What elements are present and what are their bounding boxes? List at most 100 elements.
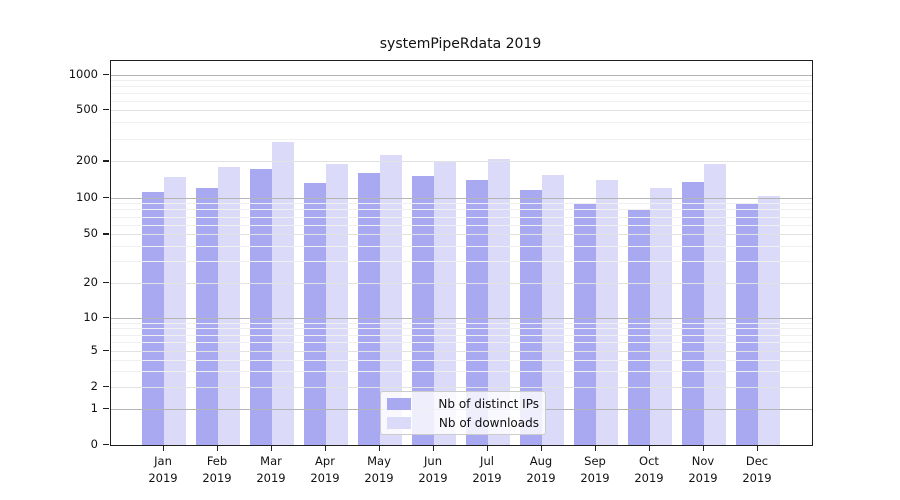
- grid-minor-line: [111, 246, 812, 248]
- grid-major-line: [111, 234, 812, 236]
- x-axis-tick: [163, 445, 165, 451]
- bar-aug-downloads: [542, 174, 564, 445]
- bar-sep-downloads: [596, 180, 618, 445]
- x-label-month: Apr: [315, 454, 335, 468]
- grid-minor-line: [111, 79, 812, 81]
- y-axis-tick: [103, 386, 109, 388]
- x-axis-tick-label: Aug 2019: [513, 453, 569, 486]
- y-axis-tick: [103, 73, 109, 75]
- x-axis-tick-label: Nov 2019: [675, 453, 731, 486]
- x-label-month: Dec: [745, 454, 769, 468]
- x-label-month: Aug: [529, 454, 553, 468]
- x-axis-tick: [217, 445, 219, 451]
- bar-oct-downloads: [650, 187, 672, 445]
- y-axis-tick-label: 500: [76, 102, 98, 116]
- grid-decade-line: [111, 74, 812, 76]
- x-label-year: 2019: [418, 470, 448, 485]
- x-label-year: 2019: [202, 470, 232, 485]
- x-axis-tick-label: Oct 2019: [621, 453, 677, 486]
- x-label-year: 2019: [472, 470, 502, 485]
- x-axis-tick: [379, 445, 381, 451]
- grid-minor-line: [111, 328, 812, 330]
- grid-minor-line: [111, 224, 812, 226]
- x-label-year: 2019: [256, 470, 286, 485]
- bar-sep-distinct-ips: [574, 203, 596, 445]
- bar-aug-distinct-ips: [520, 189, 542, 445]
- x-label-year: 2019: [310, 470, 340, 485]
- x-axis-tick-label: Sep 2019: [567, 453, 623, 486]
- bar-oct-distinct-ips: [628, 208, 650, 445]
- chart-title: systemPipeRdata 2019: [379, 36, 542, 52]
- bar-jul-downloads: [488, 159, 510, 445]
- legend-item-distinct-ips: Nb of distinct IPs: [387, 397, 539, 411]
- grid-minor-line: [111, 138, 812, 140]
- bar-nov-downloads: [704, 163, 726, 445]
- x-axis-tick: [487, 445, 489, 451]
- bar-jun-distinct-ips: [412, 175, 434, 445]
- x-axis-tick: [757, 445, 759, 451]
- bar-dec-downloads: [758, 195, 780, 445]
- bar-apr-distinct-ips: [304, 183, 326, 445]
- x-label-month: Jul: [480, 454, 494, 468]
- y-axis-tick: [103, 233, 109, 235]
- y-axis-tick-label: 2: [90, 379, 98, 393]
- x-label-year: 2019: [148, 470, 178, 485]
- bar-jan-downloads: [164, 177, 186, 445]
- x-axis-tick: [649, 445, 651, 451]
- y-axis-tick: [103, 160, 109, 162]
- y-axis-tick: [103, 196, 109, 198]
- legend-swatch-downloads: [387, 416, 411, 429]
- y-axis-tick-label: 200: [76, 153, 98, 168]
- grid-minor-line: [111, 261, 812, 263]
- grid-major-line: [111, 110, 812, 111]
- x-label-year: 2019: [526, 470, 556, 485]
- y-axis-tick-label: 1: [90, 401, 98, 415]
- x-label-year: 2019: [634, 470, 664, 485]
- bar-mar-downloads: [272, 142, 294, 445]
- x-axis-tick: [541, 445, 543, 451]
- x-axis-tick: [433, 445, 435, 451]
- y-axis-tick: [103, 350, 109, 352]
- bar-jun-downloads: [434, 162, 456, 445]
- x-axis-tick-label: May 2019: [351, 453, 407, 486]
- y-axis-tick-label: 10: [83, 309, 98, 324]
- y-axis-tick-label: 5: [90, 343, 98, 357]
- y-axis-tick-label: 50: [83, 226, 98, 241]
- x-label-month: Nov: [691, 454, 715, 468]
- grid-minor-line: [111, 322, 812, 324]
- x-label-month: May: [367, 454, 391, 468]
- y-axis-tick-label: 1000: [68, 66, 98, 81]
- x-label-month: Sep: [584, 454, 606, 468]
- grid-minor-line: [111, 359, 812, 361]
- x-label-month: Jan: [154, 454, 172, 468]
- x-label-month: Mar: [260, 454, 282, 468]
- grid-minor-line: [111, 334, 812, 336]
- x-label-month: Jun: [424, 454, 442, 468]
- grid-decade-line: [111, 197, 812, 199]
- bar-mar-distinct-ips: [250, 169, 272, 445]
- bar-dec-distinct-ips: [736, 204, 758, 445]
- x-axis-tick-label: Jan 2019: [135, 453, 191, 486]
- x-label-year: 2019: [688, 470, 718, 485]
- bar-feb-downloads: [218, 166, 240, 445]
- grid-major-line: [111, 282, 812, 284]
- y-axis-tick: [103, 443, 109, 445]
- grid-minor-line: [111, 100, 812, 102]
- bar-nov-distinct-ips: [682, 182, 704, 445]
- x-axis-tick: [703, 445, 705, 451]
- grid-minor-line: [111, 216, 812, 218]
- x-axis-tick-label: Apr 2019: [297, 453, 353, 486]
- legend-swatch-distinct-ips: [387, 397, 411, 410]
- plot-area: [110, 60, 813, 446]
- bar-feb-distinct-ips: [196, 188, 218, 445]
- grid-major-line: [111, 387, 812, 388]
- x-label-year: 2019: [742, 470, 772, 485]
- legend-label-downloads: Nb of downloads: [438, 415, 539, 430]
- bar-may-distinct-ips: [358, 173, 380, 445]
- legend-label-distinct-ips: Nb of distinct IPs: [438, 396, 539, 411]
- y-axis-tick-label: 0: [90, 436, 98, 451]
- grid-minor-line: [111, 371, 812, 373]
- legend: Nb of distinct IPs Nb of downloads: [380, 391, 546, 435]
- y-axis-tick: [103, 408, 109, 410]
- x-axis-tick-label: Jul 2019: [459, 453, 515, 486]
